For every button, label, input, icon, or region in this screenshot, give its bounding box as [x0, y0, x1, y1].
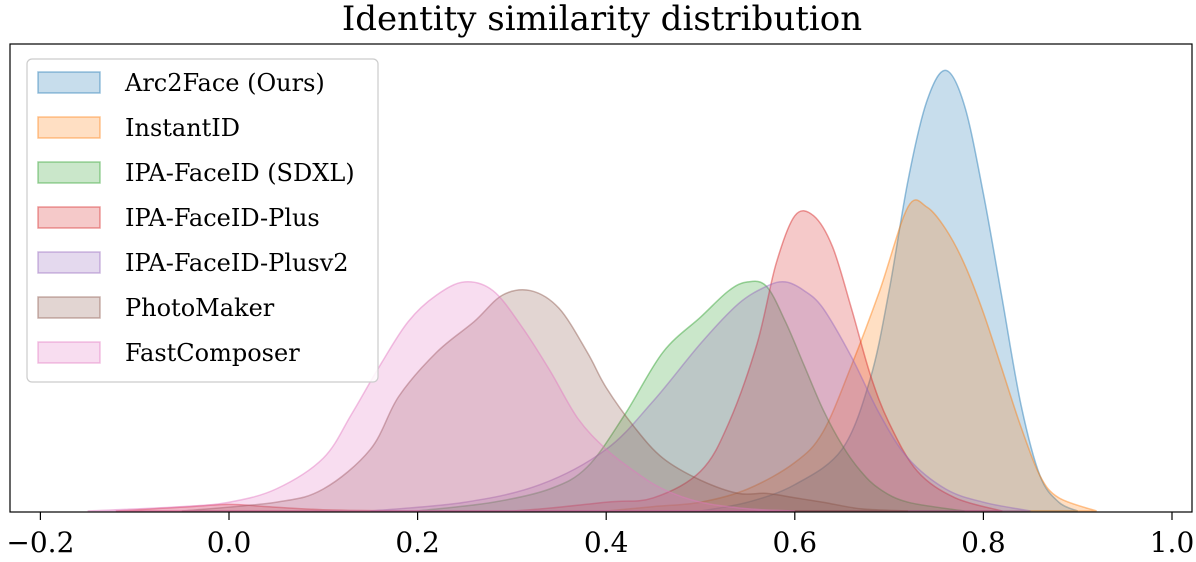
x-tick-label: 0.4	[584, 526, 629, 559]
legend-label: Arc2Face (Ours)	[124, 69, 325, 97]
legend-label: InstantID	[125, 114, 240, 142]
legend-swatch	[37, 116, 101, 139]
series-area-5	[370, 280, 1031, 512]
series-area-7	[87, 281, 795, 512]
legend-swatch	[37, 206, 101, 229]
x-tick-label: 0.0	[207, 526, 252, 559]
series-area-2	[606, 199, 1097, 512]
x-tick-label: 0.8	[961, 526, 1006, 559]
legend-label: IPA-FaceID (SDXL)	[125, 159, 355, 187]
legend: Arc2Face (Ours) InstantID IPA-FaceID (SDXL…	[26, 58, 379, 383]
series-area-3	[417, 280, 965, 512]
legend-swatch	[37, 71, 101, 94]
series-area-4	[115, 210, 1003, 513]
legend-label: IPA-FaceID-Plus	[125, 204, 320, 232]
legend-label: IPA-FaceID-Plusv2	[125, 249, 349, 277]
legend-box	[26, 58, 379, 383]
x-tick-label: 1.0	[1150, 526, 1195, 559]
legend-label: FastComposer	[125, 339, 300, 367]
series-area-6	[181, 288, 909, 512]
x-tick-label: −0.2	[6, 526, 74, 559]
legend-swatch	[37, 161, 101, 184]
x-tick-label: 0.6	[773, 526, 818, 559]
legend-label: PhotoMaker	[125, 294, 275, 322]
plot-frame	[9, 43, 1193, 513]
chart-title: Identity similarity distribution	[342, 0, 862, 39]
x-tick-label: 0.2	[395, 526, 440, 559]
legend-swatch	[37, 341, 101, 364]
x-axis: −0.2 0.0 0.2 0.4 0.6 0.8 1.0	[6, 512, 1194, 559]
series-areas	[87, 69, 1097, 513]
legend-swatch	[37, 251, 101, 274]
series-area-1	[700, 69, 1079, 512]
legend-swatch	[37, 296, 101, 319]
